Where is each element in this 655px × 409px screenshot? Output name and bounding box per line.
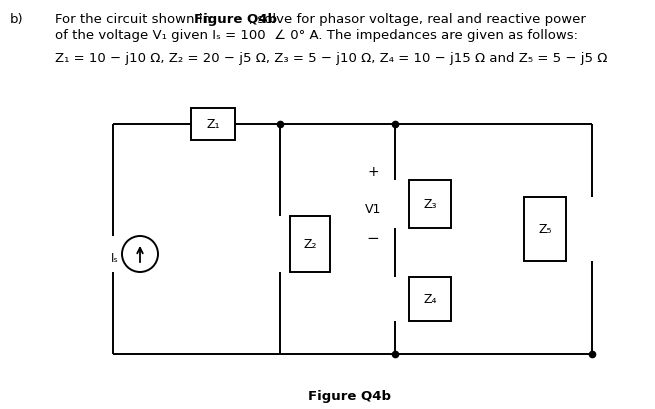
Text: Z₂: Z₂: [303, 238, 317, 251]
Text: b): b): [10, 13, 24, 26]
Text: of the voltage V₁ given Iₛ = 100  ∠ 0° A. The impedances are given as follows:: of the voltage V₁ given Iₛ = 100 ∠ 0° A.…: [55, 29, 578, 42]
Text: , solve for phasor voltage, real and reactive power: , solve for phasor voltage, real and rea…: [249, 13, 586, 26]
Circle shape: [122, 236, 158, 272]
Text: Z₁: Z₁: [206, 118, 219, 131]
Text: V1: V1: [365, 203, 381, 216]
Bar: [409, 277, 451, 321]
Bar: [524, 198, 566, 261]
Text: For the circuit shown in: For the circuit shown in: [55, 13, 215, 26]
Bar: [409, 180, 451, 229]
Text: Z₃: Z₃: [423, 198, 437, 211]
Text: −: −: [367, 230, 379, 245]
Text: Figure Q4b: Figure Q4b: [309, 389, 392, 402]
Text: Iₛ: Iₛ: [111, 252, 119, 265]
Text: Figure Q4b: Figure Q4b: [194, 13, 277, 26]
Bar: [191, 109, 235, 141]
Text: Z₁ = 10 − j10 Ω, Z₂ = 20 − j5 Ω, Z₃ = 5 − j10 Ω, Z₄ = 10 − j15 Ω and Z₅ = 5 − j5: Z₁ = 10 − j10 Ω, Z₂ = 20 − j5 Ω, Z₃ = 5 …: [55, 52, 607, 65]
Text: Z₅: Z₅: [538, 223, 552, 236]
Bar: [290, 216, 330, 272]
Text: +: +: [367, 164, 379, 179]
Text: Z₄: Z₄: [423, 293, 437, 306]
